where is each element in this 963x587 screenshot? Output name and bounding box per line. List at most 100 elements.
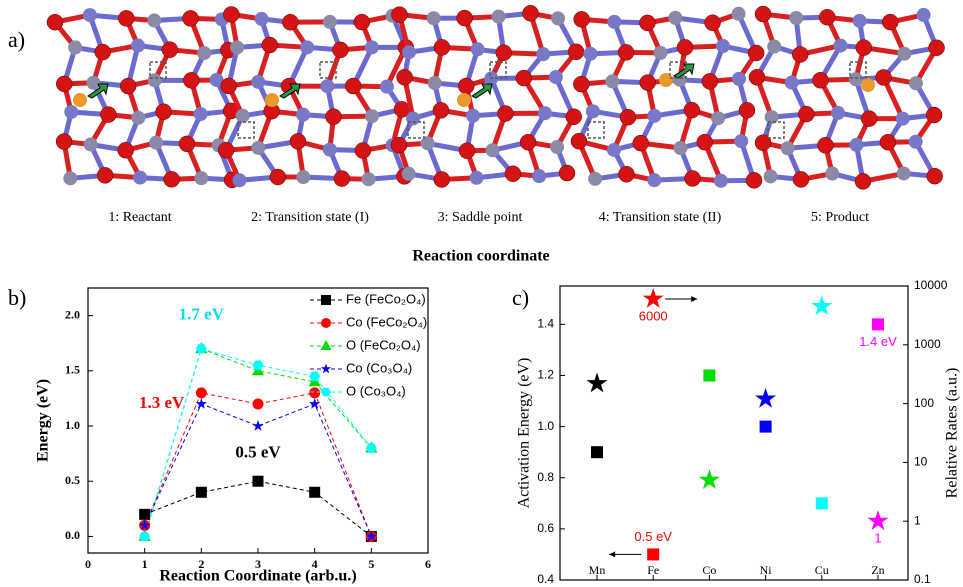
atom: [262, 37, 278, 53]
atom: [131, 111, 145, 125]
y-axis-label: Activation Energy (eV): [516, 358, 533, 509]
y-tick-label: 1.0: [537, 419, 554, 433]
data-point: [868, 510, 889, 530]
x-tick-label: 1: [142, 557, 148, 571]
atom: [68, 40, 82, 54]
atom: [251, 141, 265, 155]
atom: [255, 12, 269, 26]
atom: [702, 73, 718, 89]
atom: [232, 173, 246, 187]
y2-axis-label: Relative Rates (a.u.): [944, 368, 961, 499]
atom: [619, 166, 635, 182]
atom: [647, 109, 661, 123]
data-point: [811, 295, 832, 315]
atom: [97, 167, 113, 183]
atom: [270, 169, 286, 185]
y2-tick-label: 10000: [914, 278, 948, 292]
caption: 3: Saddle point: [438, 210, 523, 225]
atom: [927, 168, 943, 184]
atom: [345, 78, 361, 94]
atom: [716, 39, 730, 53]
annotation: 1.3 eV: [139, 393, 185, 412]
value-label: 1: [874, 531, 881, 546]
atom: [83, 8, 97, 22]
migrating-atom: [861, 78, 875, 92]
structures: [47, 5, 945, 189]
atom: [520, 134, 536, 150]
value-label: 1.4 eV: [859, 334, 897, 349]
atom: [909, 76, 923, 90]
atom: [156, 104, 172, 120]
migrating-atom: [457, 93, 471, 107]
atom: [466, 109, 480, 123]
data-point: [252, 420, 264, 431]
atom: [282, 14, 298, 30]
atom: [734, 134, 748, 148]
atom: [909, 135, 923, 149]
legend-label: O (FeCo₂O₄): [346, 337, 421, 352]
legend-label: Co (FeCo₂O₄): [346, 314, 427, 329]
atom: [149, 136, 163, 150]
atom: [323, 143, 337, 157]
panel-label: c): [512, 285, 529, 310]
data-point: [196, 398, 208, 409]
panel-label: a): [8, 27, 25, 52]
atom: [677, 39, 693, 55]
atom: [86, 76, 100, 90]
data-point: [309, 387, 320, 398]
y-tick-label: 1.5: [65, 363, 80, 377]
atom: [334, 171, 350, 187]
atom: [505, 166, 521, 182]
atom: [781, 141, 795, 155]
atom: [739, 102, 755, 118]
series-line: [145, 393, 372, 537]
atom: [929, 40, 945, 56]
y-tick-label: 0.5: [65, 473, 80, 487]
atom: [673, 141, 687, 155]
atom: [647, 173, 661, 187]
atom: [834, 39, 848, 53]
x-tick-label: Fe: [647, 563, 659, 577]
atom: [459, 143, 475, 159]
atom: [551, 11, 565, 25]
atom: [183, 10, 199, 26]
atom: [326, 109, 342, 125]
data-point: [253, 476, 264, 487]
atom: [290, 133, 306, 149]
atom: [362, 172, 376, 186]
atom: [639, 15, 655, 31]
atom: [732, 72, 746, 86]
atom: [685, 170, 701, 186]
atom: [849, 72, 863, 86]
atom: [765, 110, 779, 124]
atom: [633, 135, 649, 151]
x-tick-label: 6: [425, 557, 431, 571]
atom: [789, 11, 803, 25]
figure: a) Reaction coordinate 1: Reactant2: Tra…: [0, 0, 963, 587]
caption: 1: Reactant: [108, 210, 171, 225]
data-point: [872, 318, 884, 330]
data-point: [309, 372, 320, 382]
atom: [118, 10, 134, 26]
atom: [749, 69, 765, 85]
atom: [849, 138, 863, 152]
y-tick-label: 1.4: [537, 317, 554, 331]
atom: [230, 40, 244, 54]
pointer-arrowhead: [609, 551, 615, 557]
annotation: 0.5 eV: [235, 443, 281, 462]
caption: 2: Transition state (I): [251, 210, 369, 225]
atom: [896, 112, 910, 126]
data-point: [647, 548, 659, 560]
atom: [458, 78, 474, 94]
atom: [825, 167, 839, 181]
arrow: [472, 84, 492, 98]
atom: [391, 7, 407, 23]
atom: [764, 169, 778, 183]
atom: [131, 39, 145, 53]
atom: [320, 79, 334, 93]
atom: [332, 42, 348, 58]
atom: [47, 14, 63, 30]
atom: [486, 143, 500, 157]
data-point: [253, 361, 264, 371]
atom: [95, 44, 111, 60]
